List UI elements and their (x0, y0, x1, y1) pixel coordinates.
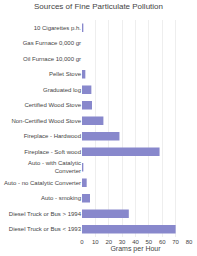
svg-text:Gas Furnace 0,000 gr: Gas Furnace 0,000 gr (23, 40, 81, 46)
svg-text:60: 60 (159, 239, 166, 245)
svg-text:10 Cigarettes p.h.: 10 Cigarettes p.h. (34, 25, 82, 31)
svg-text:Fireplace - Soft wood: Fireplace - Soft wood (24, 149, 81, 155)
svg-text:30: 30 (119, 239, 126, 245)
svg-text:Grams per Hour: Grams per Hour (110, 245, 161, 253)
svg-text:Fireplace - Hardwood: Fireplace - Hardwood (24, 133, 81, 139)
svg-text:Pellet Stove: Pellet Stove (49, 71, 82, 77)
svg-text:Graduated log: Graduated log (43, 87, 81, 93)
svg-text:Non-Certified Wood Stove: Non-Certified Wood Stove (11, 118, 81, 124)
svg-text:0: 0 (80, 239, 84, 245)
svg-text:Sources of Fine Particulate Po: Sources of Fine Particulate Pollution (34, 2, 163, 11)
svg-text:Auto - no Catalytic Converter: Auto - no Catalytic Converter (4, 180, 81, 186)
svg-text:40: 40 (132, 239, 139, 245)
svg-text:20: 20 (105, 239, 112, 245)
svg-text:Certified Wood Stove: Certified Wood Stove (24, 102, 81, 108)
svg-text:50: 50 (146, 239, 153, 245)
svg-text:80: 80 (186, 239, 193, 245)
svg-text:10: 10 (92, 239, 99, 245)
svg-text:Diesel Truck or Bus > 1994: Diesel Truck or Bus > 1994 (9, 211, 82, 217)
svg-text:70: 70 (172, 239, 179, 245)
svg-text:Diesel Truck or Bus < 1993: Diesel Truck or Bus < 1993 (9, 226, 82, 232)
svg-text:Auto - smoking: Auto - smoking (41, 195, 81, 201)
svg-text:Oil Furnace 10,000 gr: Oil Furnace 10,000 gr (23, 56, 81, 62)
svg-text:Auto - with CatalyticConverter: Auto - with CatalyticConverter (28, 160, 81, 174)
